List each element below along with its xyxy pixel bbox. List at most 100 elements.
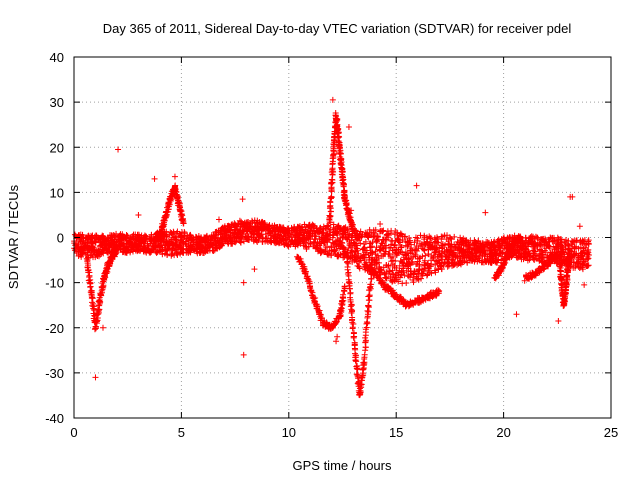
data-point: [364, 307, 371, 314]
data-point: [395, 278, 402, 285]
data-point: [430, 254, 437, 261]
data-point: [240, 351, 247, 358]
data-point: [419, 253, 426, 260]
data-point: [333, 243, 340, 250]
data-point: [326, 212, 333, 219]
data-point: [429, 243, 436, 250]
y-tick-label: -20: [45, 321, 64, 336]
data-point: [516, 246, 523, 253]
data-point: [346, 231, 353, 238]
data-point: [223, 235, 230, 242]
data-point: [350, 239, 357, 246]
data-point: [584, 251, 591, 258]
data-point: [354, 366, 361, 373]
data-point: [482, 209, 489, 216]
data-point: [83, 255, 90, 262]
data-point: [388, 255, 395, 262]
data-point: [334, 333, 341, 340]
data-point: [458, 241, 465, 248]
data-point: [472, 238, 479, 245]
data-point: [150, 246, 157, 253]
x-tick-label: 10: [282, 425, 296, 440]
data-point: [226, 223, 233, 230]
data-point: [434, 239, 441, 246]
data-point: [379, 228, 386, 235]
data-point: [332, 229, 339, 236]
data-point: [581, 259, 588, 266]
data-point: [462, 238, 469, 245]
data-point: [329, 96, 336, 103]
data-point: [318, 230, 325, 237]
data-point: [148, 231, 155, 238]
data-point: [314, 239, 321, 246]
data-point: [203, 245, 210, 252]
x-tick-label: 25: [604, 425, 618, 440]
y-tick-label: -30: [45, 366, 64, 381]
data-point: [170, 242, 177, 249]
data-point: [525, 237, 532, 244]
data-point: [355, 255, 362, 262]
data-point: [244, 219, 251, 226]
data-point: [275, 228, 282, 235]
data-point: [344, 236, 351, 243]
data-point: [290, 240, 297, 247]
data-point: [191, 245, 198, 252]
data-point: [303, 245, 310, 252]
data-point: [244, 225, 251, 232]
data-point: [557, 248, 564, 255]
data-point: [576, 239, 583, 246]
data-point: [391, 242, 398, 249]
data-point: [216, 244, 223, 251]
data-point: [74, 233, 81, 240]
data-point: [503, 239, 510, 246]
data-point: [318, 236, 325, 243]
data-point: [581, 281, 588, 288]
data-point: [576, 264, 583, 271]
data-point: [359, 372, 366, 379]
data-point: [340, 251, 347, 258]
data-point: [322, 248, 329, 255]
data-point: [94, 252, 101, 259]
data-point: [254, 231, 261, 238]
data-point: [168, 251, 175, 258]
data-point: [307, 231, 314, 238]
data-point: [83, 234, 90, 241]
data-point: [383, 242, 390, 249]
data-point: [314, 227, 321, 234]
data-point: [129, 244, 136, 251]
data-point: [534, 234, 541, 241]
data-point: [215, 216, 222, 223]
data-point: [353, 358, 360, 365]
data-point: [373, 260, 380, 267]
data-point: [213, 228, 220, 235]
data-point: [92, 374, 99, 381]
data-point: [88, 240, 95, 247]
data-point: [93, 318, 100, 325]
data-point: [232, 226, 239, 233]
data-point: [310, 222, 317, 229]
data-point: [354, 262, 361, 269]
data-point: [340, 183, 347, 190]
data-point: [365, 308, 372, 315]
x-tick-label: 0: [70, 425, 77, 440]
data-point: [233, 222, 240, 229]
data-point: [110, 231, 117, 238]
data-point: [281, 241, 288, 248]
data-point: [180, 219, 187, 226]
data-point: [541, 247, 548, 254]
data-point: [296, 232, 303, 239]
data-point: [463, 254, 470, 261]
data-point: [533, 252, 540, 259]
data-point: [452, 260, 459, 267]
data-point: [408, 259, 415, 266]
data-point: [354, 373, 361, 380]
data-point: [374, 237, 381, 244]
data-point: [142, 233, 149, 240]
data-point: [349, 319, 356, 326]
tick-labels: 0 5 10 15 20 25 -40 -30 -20 -10 0 10 20 30 40: [45, 50, 618, 440]
data-point: [345, 260, 352, 267]
data-point: [342, 224, 349, 231]
data-point: [82, 245, 89, 252]
y-tick-label: 30: [50, 95, 64, 110]
data-point: [286, 227, 293, 234]
